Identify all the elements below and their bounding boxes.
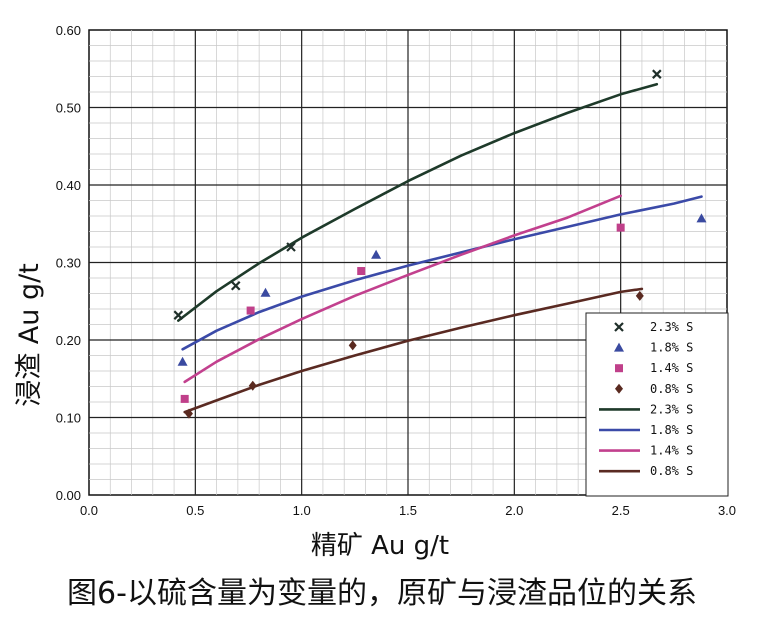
data-point-2-3-s xyxy=(173,310,184,320)
y-tick-label: 0.20 xyxy=(56,333,81,348)
data-point-1-4-s xyxy=(180,394,189,403)
data-point-1-8-s xyxy=(260,287,271,297)
trend-line-0-8-s xyxy=(183,287,644,414)
y-tick-label: 0.40 xyxy=(56,178,81,193)
legend-label: 1.8% S xyxy=(650,341,693,355)
trend-line-1-8-s xyxy=(181,195,703,351)
legend: 2.3% S 1.8% S 1.4% S 0.8% S 2.3% S 1.8% S 1.4%… xyxy=(585,312,729,497)
data-point-1-4-s xyxy=(357,267,366,276)
y-tick-label: 0.00 xyxy=(56,488,81,503)
data-point-0-8-s xyxy=(184,408,193,419)
x-tick-label: 3.0 xyxy=(718,503,736,518)
data-point-1-4-s xyxy=(616,223,625,232)
y-tick-label: 0.30 xyxy=(56,256,81,271)
data-point-0-8-s xyxy=(635,290,644,301)
y-tick-label: 0.50 xyxy=(56,101,81,116)
trend-lines xyxy=(177,82,703,414)
data-point-2-3-s xyxy=(286,242,296,252)
x-tick-label: 2.5 xyxy=(612,503,630,518)
data-point-0-8-s xyxy=(348,340,357,351)
legend-label: 2.3% S xyxy=(650,320,693,334)
y-tick-label: 0.10 xyxy=(56,411,81,426)
data-point-1-8-s xyxy=(371,249,382,259)
data-point-1-4-s xyxy=(246,306,255,315)
figure-caption: 图6-以硫含量为变量的，原矿与浸渣品位的关系 xyxy=(67,576,697,611)
legend-label: 1.4% S xyxy=(650,361,693,375)
legend-label: 0.8% S xyxy=(650,464,693,478)
data-markers xyxy=(173,69,707,419)
trend-line-2-3-s xyxy=(177,82,659,322)
legend-marker-0-8-s xyxy=(615,383,623,394)
legend-marker-1-4-s xyxy=(615,364,623,373)
legend-label: 0.8% S xyxy=(650,382,693,396)
x-tick-label: 0.5 xyxy=(186,503,204,518)
x-tick-label: 1.0 xyxy=(293,503,311,518)
data-point-0-8-s xyxy=(248,380,257,391)
data-point-2-3-s xyxy=(230,280,241,291)
legend-label: 1.4% S xyxy=(650,444,693,458)
x-tick-label: 2.0 xyxy=(505,503,523,518)
legend-label: 1.8% S xyxy=(650,423,693,437)
legend-label: 2.3% S xyxy=(650,402,693,416)
trend-line-1-4-s xyxy=(183,194,622,384)
legend-marker-1-8-s xyxy=(614,342,624,352)
data-point-1-8-s xyxy=(177,356,188,366)
y-tick-labels: 0.00 0.10 0.20 0.30 0.40 0.50 0.60 xyxy=(56,23,81,503)
data-point-1-8-s xyxy=(696,213,707,223)
legend-box xyxy=(585,312,729,497)
data-point-2-3-s xyxy=(652,69,662,79)
x-tick-label: 0.0 xyxy=(80,503,98,518)
x-tick-labels: 0.0 0.5 1.0 1.5 2.0 2.5 3.0 xyxy=(80,503,736,518)
x-tick-label: 1.5 xyxy=(399,503,417,518)
x-axis-title: 精矿 Au g/t xyxy=(311,531,449,561)
y-tick-label: 0.60 xyxy=(56,23,81,38)
legend-marker-2-3-s xyxy=(614,322,624,332)
y-axis-title: 浸渣 Au g/t xyxy=(14,263,45,407)
